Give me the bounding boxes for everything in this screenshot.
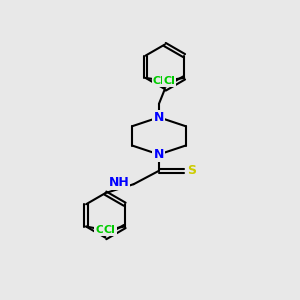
Text: Cl: Cl bbox=[153, 76, 165, 86]
Text: Cl: Cl bbox=[95, 224, 107, 235]
Text: NH: NH bbox=[108, 176, 129, 189]
Text: S: S bbox=[187, 164, 196, 177]
Text: Cl: Cl bbox=[104, 224, 116, 235]
Text: N: N bbox=[154, 148, 164, 161]
Text: N: N bbox=[154, 111, 164, 124]
Text: Cl: Cl bbox=[164, 76, 175, 86]
